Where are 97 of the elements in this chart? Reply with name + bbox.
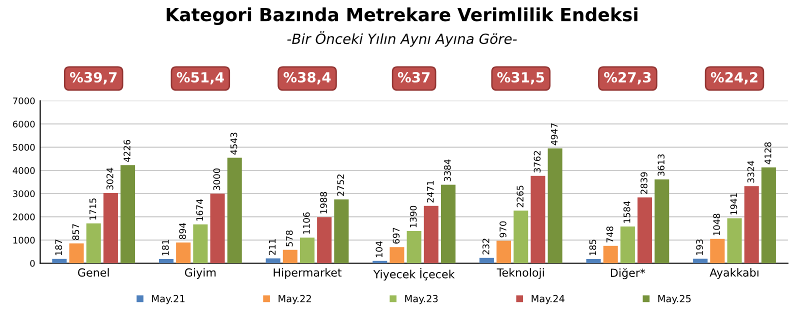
y-tick-label: 2000: [13, 214, 35, 220]
text: %24,2: [710, 72, 758, 84]
bar: [227, 158, 242, 264]
text: %39,7: [70, 72, 117, 84]
data-label: 1584: [623, 201, 630, 223]
bar: [193, 224, 208, 264]
bar: [620, 226, 635, 264]
legend-label: May.21: [152, 294, 184, 304]
data-label: 187: [55, 240, 62, 256]
y-tick-label: 5000: [13, 144, 35, 151]
bar: [496, 240, 512, 264]
bar: [266, 258, 280, 264]
bar: [176, 242, 191, 264]
text: %37: [398, 72, 430, 83]
data-label: 1048: [713, 214, 720, 236]
x-tick-label: Diğer*: [610, 268, 646, 280]
data-label: 181: [162, 240, 169, 256]
x-tick-label: Hipermarket: [274, 268, 342, 279]
bar: [638, 197, 652, 264]
data-label: 4543: [230, 132, 238, 155]
bar: [103, 193, 118, 264]
legend-label: May.24: [532, 294, 564, 304]
bar: [120, 165, 136, 264]
bar: [586, 258, 601, 264]
bar: [654, 179, 670, 264]
text: %31,5: [497, 72, 544, 84]
data-label: 1715: [90, 198, 96, 220]
bar: [390, 247, 404, 264]
x-tick-label: Teknoloji: [496, 268, 544, 279]
data-label: 2839: [640, 172, 648, 194]
data-label: 2471: [426, 180, 434, 202]
y-tick-label: 7000: [13, 97, 35, 104]
bar: [479, 258, 494, 264]
data-label: 211: [268, 239, 276, 255]
bar: [744, 186, 759, 264]
data-label: 578: [286, 230, 293, 246]
data-label: 748: [606, 226, 614, 242]
bar: [514, 210, 528, 264]
bar: [334, 199, 349, 264]
y-tick-label: 1000: [13, 236, 35, 244]
bar: [406, 230, 422, 264]
data-label: 3324: [747, 160, 754, 183]
data-label: 1988: [320, 192, 327, 214]
bar: [317, 217, 332, 264]
bar: [603, 246, 618, 264]
y-tick-label: 4000: [12, 167, 35, 174]
bar: [440, 184, 456, 264]
x-tick-label: Ayakkabı: [710, 268, 758, 279]
data-label: 4947: [550, 123, 558, 146]
data-label: 4128: [764, 142, 772, 164]
bar: [69, 243, 84, 264]
bar: [282, 250, 298, 264]
data-label: 4226: [124, 140, 130, 162]
bar: [548, 148, 562, 264]
data-label: 3613: [658, 154, 664, 176]
bar: [52, 258, 67, 264]
data-label: 1106: [303, 212, 310, 234]
data-label: 3384: [444, 159, 451, 182]
legend-label: May.23: [405, 294, 438, 304]
data-label: 2265: [516, 186, 524, 208]
x-tick-label: Giyim: [184, 268, 216, 279]
y-tick-label: 6000: [12, 120, 35, 128]
data-label: 104: [376, 241, 382, 258]
bar: [424, 206, 438, 264]
data-label: 1674: [196, 199, 204, 221]
x-tick-label: Genel: [78, 268, 109, 277]
bar: [761, 167, 776, 264]
data-label: 193: [696, 239, 703, 255]
data-label: 185: [589, 240, 596, 256]
data-label: 3762: [534, 151, 541, 172]
legend-label: May.25: [658, 294, 691, 304]
bar: [727, 218, 742, 264]
chart-title: Kategori Bazında Metrekare Verimlilik Endeksi: [166, 7, 638, 26]
data-label: 1390: [410, 206, 417, 228]
text: %27,3: [604, 72, 651, 84]
data-label: 1941: [730, 193, 738, 214]
data-label: 970: [500, 221, 506, 238]
bar: [158, 259, 174, 264]
data-label: 697: [392, 228, 400, 244]
data-label: 3024: [106, 168, 114, 190]
x-tick-label: Yiyecek İçecek: [373, 268, 455, 281]
y-tick-label: 0: [30, 260, 35, 267]
legend-label: May.22: [278, 294, 311, 304]
bar: [210, 194, 225, 264]
data-label: 2752: [337, 174, 344, 196]
data-label: 232: [482, 238, 490, 254]
chart-subtitle: -Bir Önceki Yılın Aynı Ayına Göre-: [287, 31, 517, 47]
bar: [710, 238, 725, 264]
y-tick-label: 3000: [13, 190, 35, 198]
data-label: 857: [72, 224, 80, 240]
bar: [530, 176, 546, 264]
text: %51,4: [176, 72, 224, 84]
data-label: 894: [179, 222, 186, 240]
data-label: 3000: [213, 168, 220, 190]
bar: [86, 223, 101, 264]
text: %38,4: [284, 72, 331, 84]
bar: [300, 238, 315, 264]
